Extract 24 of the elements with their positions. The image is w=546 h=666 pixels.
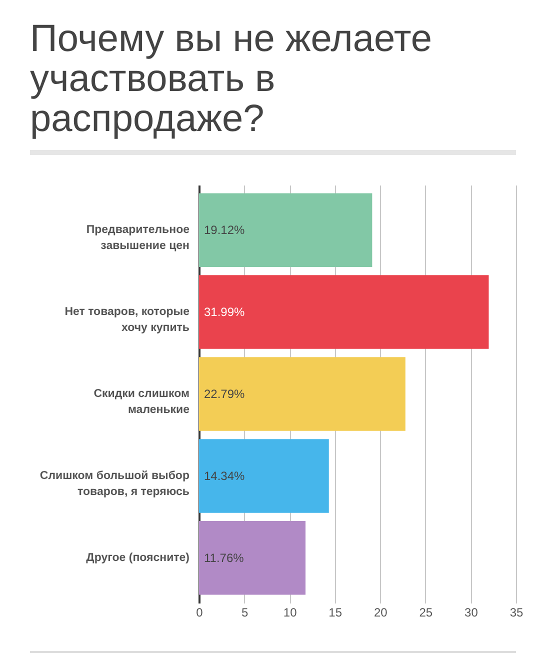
data-label: 14.34% — [204, 468, 246, 483]
y-tick-label: Слишком большой выбор товаров, я теряюсь — [40, 470, 190, 498]
bar — [199, 521, 306, 595]
y-tick-label: Скидки слишком маленькие — [94, 388, 190, 416]
bar — [199, 439, 329, 513]
x-tick-label: 10 — [283, 606, 298, 620]
data-label: 31.99% — [204, 305, 246, 320]
chart-title: Почему вы не желаете участвовать в распродаже? — [30, 18, 432, 140]
y-tick-label: Другое (поясните) — [86, 552, 190, 564]
x-tick-label: 35 — [510, 606, 524, 620]
x-tick-label: 0 — [196, 606, 204, 620]
x-tick-label: 5 — [241, 606, 248, 620]
y-tick-label: Нет товаров, которые хочу купить — [64, 306, 190, 334]
data-label: 22.79% — [204, 387, 246, 401]
x-tick-label: 30 — [464, 606, 478, 620]
data-label: 11.76% — [204, 550, 244, 565]
bar — [199, 275, 489, 349]
x-tick-label: 20 — [374, 606, 388, 620]
x-tick-label: 15 — [328, 606, 342, 620]
bar — [199, 357, 406, 431]
bar — [199, 193, 372, 267]
data-label: 19.12% — [204, 223, 246, 238]
x-tick-label: 25 — [419, 606, 433, 620]
y-tick-label: Предварительное завышение цен — [86, 224, 190, 252]
